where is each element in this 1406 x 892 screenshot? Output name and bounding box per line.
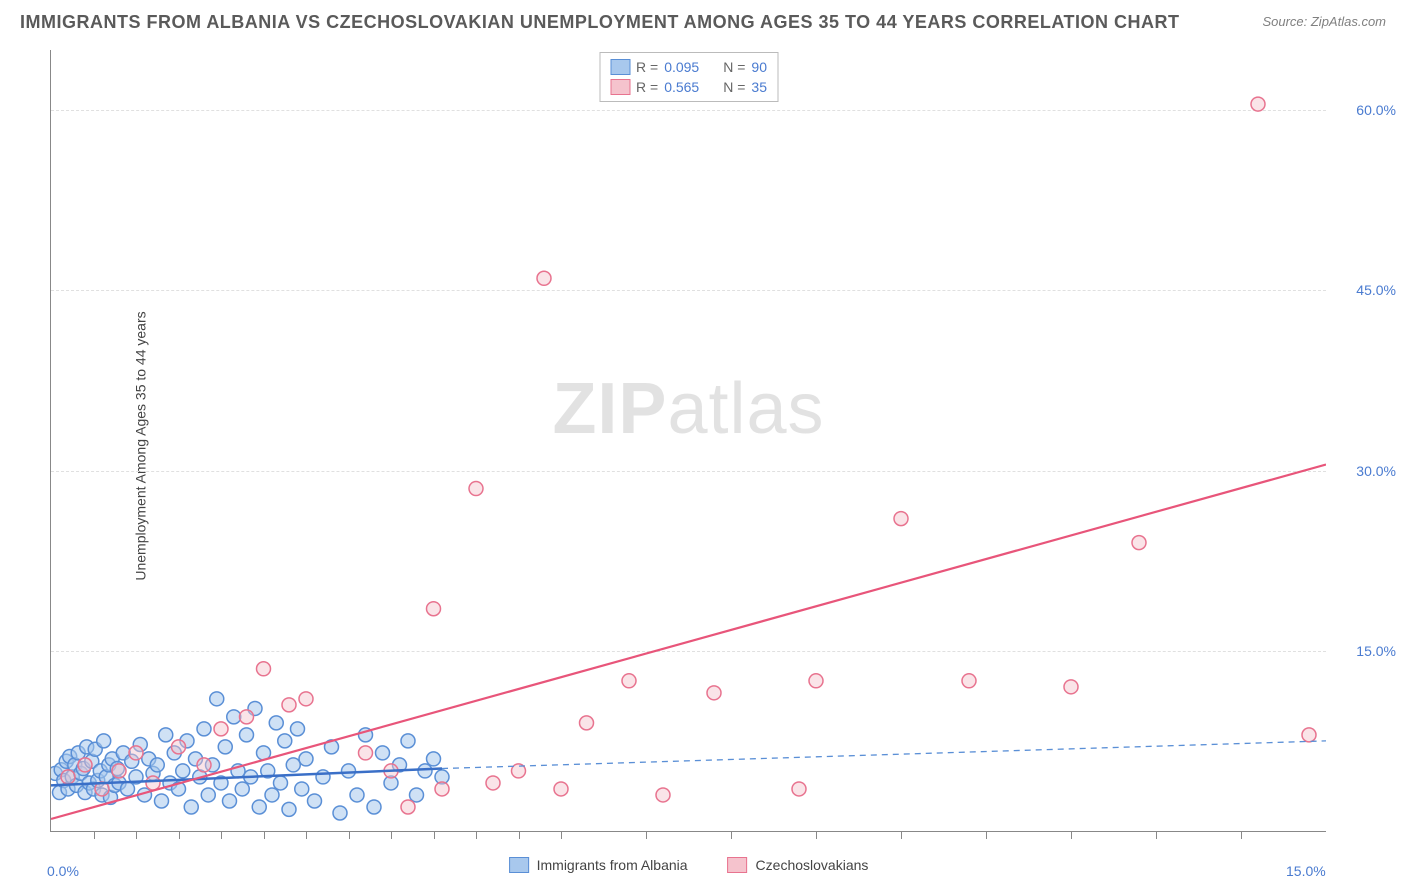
data-point (150, 758, 164, 772)
swatch-albania (610, 59, 630, 75)
data-point (333, 806, 347, 820)
data-point (792, 782, 806, 796)
data-point (486, 776, 500, 790)
data-point (707, 686, 721, 700)
data-point (308, 794, 322, 808)
data-point (435, 782, 449, 796)
data-point (201, 788, 215, 802)
swatch-albania-bottom (509, 857, 529, 873)
data-point (78, 758, 92, 772)
data-point (97, 734, 111, 748)
data-point (112, 764, 126, 778)
data-point (1132, 536, 1146, 550)
data-point (286, 758, 300, 772)
x-tick-label: 15.0% (1286, 863, 1326, 879)
swatch-czech-bottom (728, 857, 748, 873)
data-point (427, 602, 441, 616)
data-point (622, 674, 636, 688)
data-point (269, 716, 283, 730)
legend-label: Immigrants from Albania (537, 857, 688, 873)
chart-title: IMMIGRANTS FROM ALBANIA VS CZECHOSLOVAKI… (20, 12, 1180, 33)
trend-line-extrapolated (442, 741, 1326, 769)
data-point (61, 770, 75, 784)
data-point (235, 782, 249, 796)
data-point (401, 800, 415, 814)
data-point (218, 740, 232, 754)
data-point (274, 776, 288, 790)
data-point (401, 734, 415, 748)
data-point (376, 746, 390, 760)
x-tick-label: 0.0% (47, 863, 79, 879)
series-legend: Immigrants from Albania Czechoslovakians (509, 857, 869, 873)
data-point (240, 710, 254, 724)
plot-area: ZIPatlas R = 0.095 N = 90 R = 0.565 N = … (50, 50, 1326, 832)
trend-line (51, 465, 1326, 819)
legend-row-czech: R = 0.565 N = 35 (610, 77, 767, 97)
data-point (257, 662, 271, 676)
data-point (656, 788, 670, 802)
y-tick-label: 30.0% (1356, 463, 1396, 479)
data-point (894, 512, 908, 526)
data-point (809, 674, 823, 688)
data-point (197, 758, 211, 772)
data-point (469, 482, 483, 496)
legend-item-albania: Immigrants from Albania (509, 857, 688, 873)
data-point (342, 764, 356, 778)
data-point (418, 764, 432, 778)
data-point (214, 722, 228, 736)
swatch-czech (610, 79, 630, 95)
legend-row-albania: R = 0.095 N = 90 (610, 57, 767, 77)
data-point (282, 802, 296, 816)
data-point (359, 746, 373, 760)
data-point (299, 692, 313, 706)
data-point (155, 794, 169, 808)
data-point (265, 788, 279, 802)
y-tick-label: 15.0% (1356, 643, 1396, 659)
data-point (554, 782, 568, 796)
legend-label: Czechoslovakians (756, 857, 869, 873)
data-point (227, 710, 241, 724)
scatter-svg (51, 50, 1326, 831)
data-point (282, 698, 296, 712)
data-point (1064, 680, 1078, 694)
data-point (252, 800, 266, 814)
data-point (210, 692, 224, 706)
data-point (316, 770, 330, 784)
data-point (1251, 97, 1265, 111)
data-point (962, 674, 976, 688)
data-point (427, 752, 441, 766)
data-point (159, 728, 173, 742)
legend-item-czech: Czechoslovakians (728, 857, 869, 873)
data-point (367, 800, 381, 814)
data-point (295, 782, 309, 796)
y-tick-label: 45.0% (1356, 282, 1396, 298)
data-point (291, 722, 305, 736)
data-point (278, 734, 292, 748)
data-point (176, 764, 190, 778)
data-point (121, 782, 135, 796)
data-point (240, 728, 254, 742)
source-attribution: Source: ZipAtlas.com (1262, 14, 1386, 29)
data-point (223, 794, 237, 808)
data-point (299, 752, 313, 766)
data-point (350, 788, 364, 802)
data-point (129, 746, 143, 760)
data-point (537, 271, 551, 285)
data-point (580, 716, 594, 730)
data-point (197, 722, 211, 736)
data-point (184, 800, 198, 814)
data-point (1302, 728, 1316, 742)
data-point (146, 776, 160, 790)
data-point (410, 788, 424, 802)
data-point (172, 740, 186, 754)
y-tick-label: 60.0% (1356, 102, 1396, 118)
correlation-legend: R = 0.095 N = 90 R = 0.565 N = 35 (599, 52, 778, 102)
